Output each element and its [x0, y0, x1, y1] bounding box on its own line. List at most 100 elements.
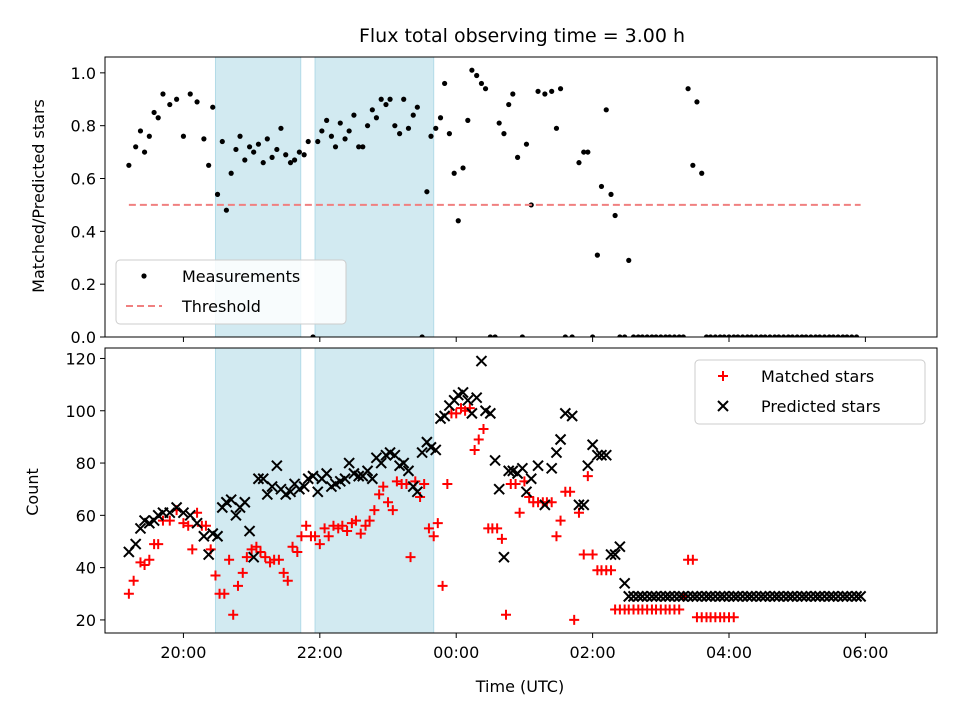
predicted-star-point: [573, 499, 585, 511]
predicted-star-point: [718, 590, 730, 603]
measurement-point: [233, 146, 239, 153]
predicted-star-point: [682, 590, 694, 603]
measurement-point: [676, 334, 682, 337]
matched-star-point: [355, 528, 366, 539]
measurement-point: [581, 149, 587, 155]
measurement-point: [510, 91, 516, 97]
predicted-star-point: [641, 590, 653, 603]
measurement-point: [576, 160, 582, 166]
y-tick-label: 100: [65, 402, 96, 421]
measurement-point: [301, 152, 307, 158]
predicted-star-point: [466, 407, 478, 420]
matched-star-point: [473, 434, 484, 445]
predicted-star-point: [841, 590, 853, 603]
measurement-point: [187, 91, 193, 97]
predicted-star-point: [516, 462, 529, 474]
measurement-point: [255, 141, 262, 147]
matched-star-point: [232, 580, 243, 591]
predicted-star-point: [837, 590, 849, 603]
measurement-point: [346, 128, 352, 134]
predicted-star-point: [691, 590, 703, 603]
predicted-star-point: [493, 483, 505, 495]
predicted-star-point: [791, 590, 803, 603]
y-tick-label: 0.6: [71, 170, 96, 189]
measurement-point: [214, 191, 221, 197]
predicted-star-point: [578, 499, 590, 511]
measurement-point: [680, 334, 686, 337]
legend-x-marker: [717, 400, 729, 412]
matched-star-point: [674, 604, 685, 615]
predicted-star-point: [659, 590, 672, 603]
measurement-point: [685, 86, 691, 92]
predicted-star-point: [668, 590, 681, 603]
measurement-point: [549, 88, 555, 94]
measurement-point: [662, 334, 669, 337]
legend-plus-marker: [718, 371, 728, 381]
measurement-point: [767, 334, 773, 337]
matched-star-point: [144, 554, 155, 565]
matched-star-point: [260, 552, 271, 563]
measurement-point: [594, 252, 600, 258]
predicted-star-point: [846, 590, 858, 603]
measurement-point: [387, 96, 393, 102]
measurement-point: [167, 101, 173, 108]
predicted-star-point: [550, 446, 563, 459]
measurement-point: [460, 165, 466, 171]
measurement-point: [794, 334, 800, 337]
measurement-point: [442, 80, 448, 87]
predicted-star-point: [618, 577, 631, 590]
measurement-point: [364, 123, 371, 129]
measurement-point: [305, 138, 311, 145]
measurement-point: [735, 334, 741, 337]
measurement-point: [369, 107, 375, 113]
y-tick-label: 80: [76, 454, 96, 473]
predicted-star-point: [728, 590, 740, 603]
measurement-point: [699, 170, 705, 176]
matched-star-point: [383, 497, 394, 508]
matched-star-point: [292, 546, 303, 557]
measurement-point: [731, 334, 737, 337]
x-tick-label: 02:00: [570, 643, 616, 662]
y-tick-label: 20: [76, 611, 96, 630]
matched-star-point: [569, 614, 580, 625]
matched-star-point: [587, 549, 598, 560]
measurement-point: [492, 334, 498, 337]
measurement-point: [160, 91, 166, 97]
y-tick-label: 0.4: [71, 222, 96, 241]
matched-star-point: [510, 478, 521, 489]
predicted-star-point: [475, 355, 488, 367]
predicted-star-point: [773, 590, 785, 603]
predicted-star-point: [741, 590, 754, 603]
measurement-point: [826, 334, 832, 337]
measurement-point: [433, 125, 439, 131]
predicted-star-point: [636, 590, 649, 603]
predicted-star-point: [663, 590, 676, 603]
measurement-point: [180, 133, 187, 139]
measurement-point: [373, 115, 380, 121]
predicted-star-point: [832, 590, 844, 603]
measurement-point: [721, 334, 727, 337]
predicted-star-point: [312, 486, 324, 498]
measurement-point: [283, 152, 289, 158]
matched-star-point: [342, 526, 353, 537]
measurement-point: [141, 149, 148, 155]
measurement-point: [397, 131, 403, 137]
matched-star-point: [387, 505, 398, 516]
matched-star-point: [187, 544, 198, 555]
measurement-point: [635, 334, 641, 337]
matched-star-point: [578, 549, 589, 560]
matched-star-point: [478, 424, 489, 435]
measurement-point: [291, 157, 298, 163]
measurement-point: [626, 257, 632, 263]
predicted-star-point: [271, 459, 283, 472]
x-tick-label: 22:00: [297, 643, 343, 662]
matched-star-point: [183, 520, 194, 531]
matched-star-point: [282, 575, 293, 586]
measurement-point: [315, 138, 321, 145]
measurement-point: [514, 154, 521, 160]
predicted-star-point: [532, 459, 544, 472]
matched-star-point: [687, 554, 698, 565]
measurement-point: [758, 334, 764, 337]
measurement-point: [151, 109, 157, 116]
predicted-star-point: [202, 548, 215, 561]
